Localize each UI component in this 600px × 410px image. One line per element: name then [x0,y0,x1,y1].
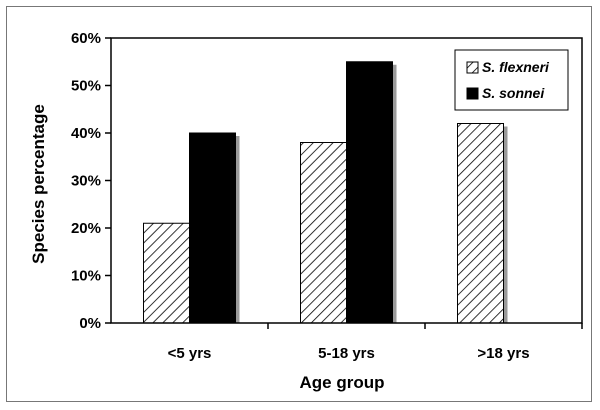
legend-label: S. flexneri [482,59,550,75]
legend-swatch [466,61,479,74]
bars-layer [143,61,508,324]
legend: S. flexneri S. sonnei [454,49,569,111]
y-tick-label: 30% [71,173,101,190]
y-tick-label: 50% [71,78,101,95]
bar-s-sonnei [346,61,393,324]
y-tick-label: 10% [71,268,101,285]
bar-s-sonnei [189,132,236,324]
x-tick-label: <5 yrs [168,345,212,362]
labels-layer: <5 yrs 5-18 yrs >18 yrs 0% 10% 20% 30% 40% 50% 60… [71,30,530,362]
legend-box [454,49,569,111]
axes-layer [105,37,583,329]
bar-s-flexneri [143,222,190,324]
x-tick-label: 5-18 yrs [318,345,375,362]
y-tick-label: 0% [79,315,101,332]
legend-swatch [466,87,479,100]
bar-s-flexneri [457,123,504,324]
bar-s-flexneri [300,142,347,324]
y-axis-title: Species percentage [29,104,48,264]
x-tick-label: >18 yrs [477,345,529,362]
y-tick-label: 40% [71,125,101,142]
x-axis-title: Age group [300,373,385,392]
y-tick-label: 20% [71,220,101,237]
legend-label: S. sonnei [482,85,545,101]
y-tick-label: 60% [71,30,101,47]
